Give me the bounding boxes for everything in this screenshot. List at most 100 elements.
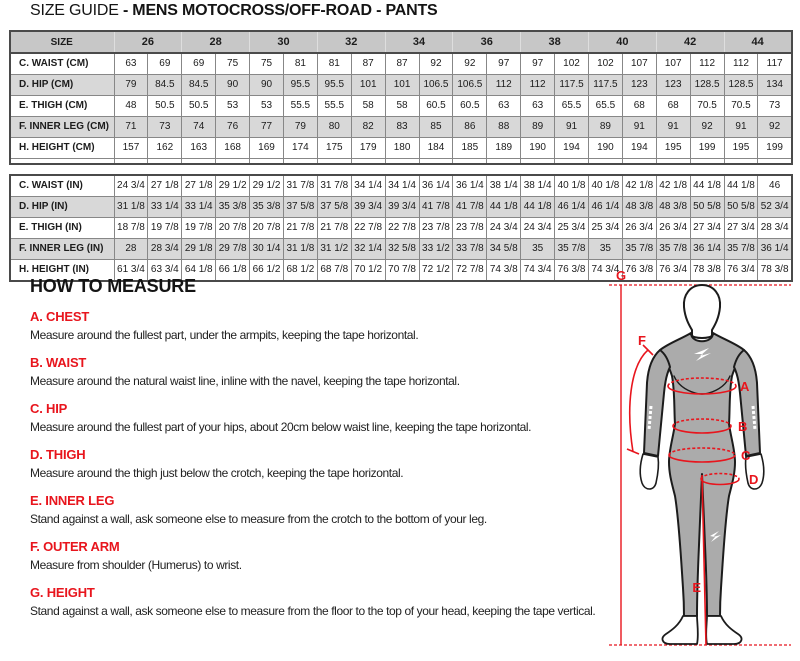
value-cell: 63: [486, 95, 522, 117]
value-cell: 30 1/4: [249, 237, 284, 260]
row-label: D. HIP (IN): [9, 195, 115, 218]
spacer-cell: [554, 158, 589, 164]
spacer-cell: [384, 158, 420, 164]
value-cell: 23 7/8: [452, 216, 488, 239]
value-cell: 91: [554, 116, 589, 138]
value-cell: 123: [655, 74, 691, 96]
measure-section-label: B. WAIST: [30, 355, 87, 370]
waist-ellipse: [672, 418, 732, 427]
value-cell: 102: [587, 52, 623, 75]
value-cell: 88: [486, 116, 522, 138]
spacer-cell: [113, 158, 149, 164]
hip-ellipse-front: [668, 454, 736, 463]
size-column-header: 40: [587, 30, 657, 54]
value-cell: 68: [655, 95, 691, 117]
body-silhouette: [639, 284, 765, 645]
value-cell: 76 3/8: [554, 258, 589, 281]
value-cell: 34 5/8: [486, 237, 522, 260]
value-cell: 65.5: [587, 95, 623, 117]
value-cell: 134: [757, 74, 793, 96]
value-cell: 69: [181, 52, 217, 75]
value-cell: 63 3/4: [147, 258, 183, 281]
size-column-header: 42: [655, 30, 725, 54]
how-to-measure-heading: HOW TO MEASURE: [30, 276, 196, 296]
value-cell: 50 5/8: [689, 195, 725, 218]
value-cell: 58: [384, 95, 420, 117]
spacer-cell: [316, 158, 352, 164]
value-cell: 31 1/2: [316, 237, 352, 260]
value-cell: 40 1/8: [554, 174, 589, 197]
size-column-header: 32: [316, 30, 386, 54]
value-cell: 185: [452, 137, 488, 159]
value-cell: 20 7/8: [249, 216, 284, 239]
value-cell: 190: [587, 137, 623, 159]
value-cell: 175: [316, 137, 352, 159]
row-label: D. HIP (CM): [9, 74, 115, 96]
value-cell: 27 1/8: [181, 174, 217, 197]
value-cell: 70.5: [689, 95, 725, 117]
spacer-cell: [350, 158, 386, 164]
value-cell: 41 7/8: [418, 195, 454, 218]
value-cell: 81: [316, 52, 352, 75]
value-cell: 50 5/8: [723, 195, 759, 218]
value-cell: 74 3/4: [520, 258, 556, 281]
value-cell: 73: [147, 116, 183, 138]
value-cell: 90: [249, 74, 284, 96]
value-cell: 92: [689, 116, 725, 138]
value-cell: 53: [249, 95, 284, 117]
value-cell: 24 3/4: [113, 174, 149, 197]
measure-section-label: C. HIP: [30, 401, 68, 416]
right-forearm-logo-icon: [751, 405, 757, 431]
size-column-header: 30: [249, 30, 318, 54]
value-cell: 128.5: [689, 74, 725, 96]
value-cell: 74 3/8: [486, 258, 522, 281]
inner-leg-line: [701, 474, 707, 646]
measurement-labels: A B C D E F G: [616, 268, 758, 595]
value-cell: 78 3/8: [689, 258, 725, 281]
value-cell: 91: [621, 116, 657, 138]
value-cell: 50.5: [181, 95, 217, 117]
value-cell: 34 1/4: [384, 174, 420, 197]
row-label: F. INNER LEG (IN): [9, 237, 115, 260]
value-cell: 72 7/8: [452, 258, 488, 281]
value-cell: 35 7/8: [655, 237, 691, 260]
value-cell: 36 1/4: [757, 237, 793, 260]
value-cell: 68: [621, 95, 657, 117]
value-cell: 168: [215, 137, 251, 159]
value-cell: 97: [520, 52, 556, 75]
value-cell: 92: [418, 52, 454, 75]
value-cell: 35 7/8: [723, 237, 759, 260]
measure-section-text: Stand against a wall, ask someone else t…: [30, 512, 487, 526]
spacer-cell: [452, 158, 488, 164]
row-label: E. THIGH (CM): [9, 95, 115, 117]
value-cell: 190: [520, 137, 556, 159]
spacer-cell: [215, 158, 251, 164]
value-cell: 86: [452, 116, 488, 138]
measure-section: C. HIP Measure around the fullest part of…: [30, 401, 605, 435]
spacer-cell: [9, 158, 115, 164]
measure-section: G. HEIGHT Stand against a wall, ask someo…: [30, 585, 605, 619]
value-cell: 52 3/4: [757, 195, 793, 218]
size-column-header: 38: [520, 30, 589, 54]
table-row: C. WAIST (CM) 63 69 69 75 75 81 81 87 87 92 92 97 97 1…: [9, 52, 793, 75]
size-column-header: 34: [384, 30, 454, 54]
measurement-figure: A B C D E F G: [602, 268, 797, 656]
measure-section-label: E. INNER LEG: [30, 493, 115, 508]
value-cell: 157: [113, 137, 149, 159]
value-cell: 81: [282, 52, 318, 75]
table-row: E. THIGH (CM) 48 50.5 50.5 53 53 55.5 55.5 58 58 6…: [9, 95, 793, 117]
measure-section-text: Measure from shoulder (Humerus) to wrist…: [30, 558, 242, 572]
value-cell: 29 1/8: [181, 237, 217, 260]
value-cell: 107: [621, 52, 657, 75]
value-cell: 91: [655, 116, 691, 138]
table-row: D. HIP (IN) 31 1/8 33 1/4 33 1/4 35 3/8 35 3/…: [9, 195, 793, 218]
label-chest: A: [740, 379, 750, 394]
size-header-row: SIZE 26 28 30 32 34 36 38 40 42 44: [9, 30, 793, 54]
size-table-in: C. WAIST (IN) 24 3/4 27 1/8 27 1/8 29 1/2 29 …: [9, 173, 793, 282]
outer-arm-tick-bottom: [626, 448, 640, 455]
value-cell: 78 3/8: [757, 258, 793, 281]
value-cell: 79: [282, 116, 318, 138]
right-arm-shape: [733, 349, 761, 457]
value-cell: 38 1/4: [520, 174, 556, 197]
